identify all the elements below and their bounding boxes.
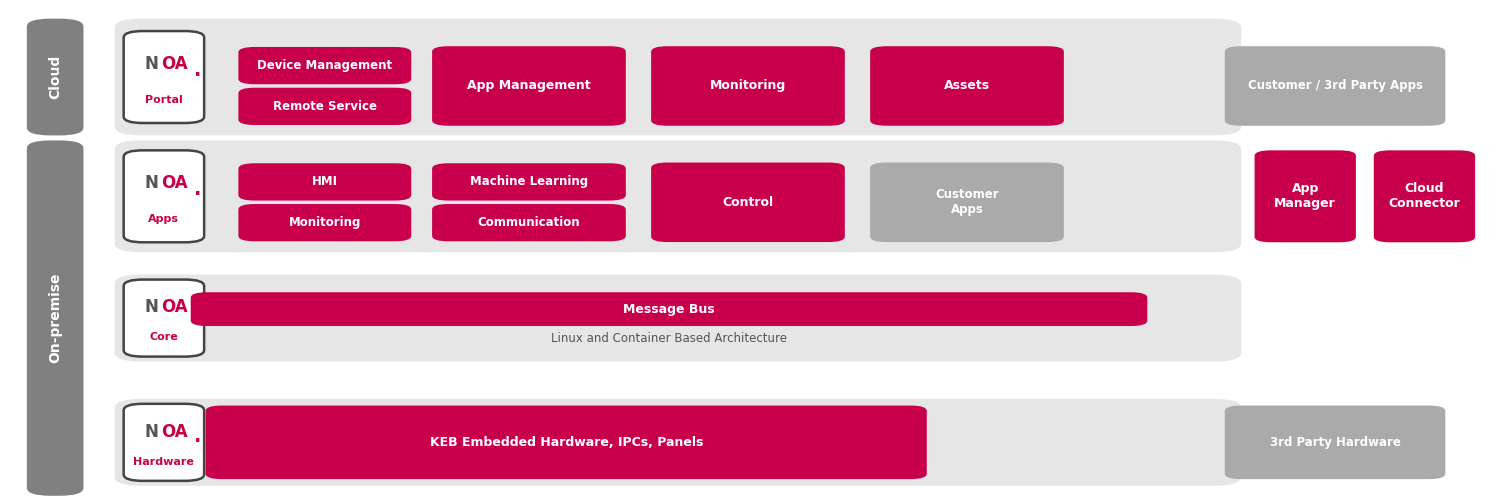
- Text: App Management: App Management: [468, 80, 590, 92]
- Text: Control: Control: [723, 196, 773, 209]
- FancyBboxPatch shape: [115, 399, 1241, 486]
- Text: Device Management: Device Management: [258, 59, 392, 72]
- Text: Portal: Portal: [145, 95, 183, 105]
- Text: Core: Core: [149, 332, 179, 342]
- FancyBboxPatch shape: [870, 163, 1064, 242]
- FancyBboxPatch shape: [238, 163, 411, 200]
- Text: KEB Embedded Hardware, IPCs, Panels: KEB Embedded Hardware, IPCs, Panels: [429, 436, 703, 449]
- Text: Cloud: Cloud: [48, 55, 63, 99]
- Text: .: .: [194, 427, 201, 446]
- FancyBboxPatch shape: [115, 18, 1241, 135]
- FancyBboxPatch shape: [115, 140, 1241, 252]
- Text: Monitoring: Monitoring: [709, 80, 787, 92]
- FancyBboxPatch shape: [238, 47, 411, 84]
- Text: Assets: Assets: [945, 80, 989, 92]
- Text: OA: OA: [161, 298, 188, 316]
- FancyBboxPatch shape: [124, 404, 204, 481]
- FancyBboxPatch shape: [432, 46, 626, 126]
- FancyBboxPatch shape: [124, 150, 204, 243]
- FancyBboxPatch shape: [124, 31, 204, 123]
- Text: Apps: Apps: [149, 214, 179, 224]
- FancyBboxPatch shape: [238, 87, 411, 125]
- Text: Machine Learning: Machine Learning: [469, 175, 589, 188]
- FancyBboxPatch shape: [870, 46, 1064, 126]
- Text: N: N: [145, 298, 158, 316]
- FancyBboxPatch shape: [238, 204, 411, 241]
- FancyBboxPatch shape: [1255, 150, 1356, 243]
- FancyBboxPatch shape: [432, 163, 626, 200]
- Text: .: .: [194, 303, 201, 322]
- FancyBboxPatch shape: [651, 46, 845, 126]
- Text: N: N: [145, 174, 158, 192]
- FancyBboxPatch shape: [27, 140, 83, 496]
- Text: Linux and Container Based Architecture: Linux and Container Based Architecture: [551, 332, 787, 345]
- Text: Communication: Communication: [478, 216, 580, 229]
- Text: Customer / 3rd Party Apps: Customer / 3rd Party Apps: [1247, 80, 1423, 92]
- Text: .: .: [194, 61, 201, 80]
- Text: N: N: [145, 55, 158, 73]
- Text: OA: OA: [161, 174, 188, 192]
- Text: Hardware: Hardware: [134, 457, 194, 467]
- Text: Remote Service: Remote Service: [273, 100, 377, 113]
- Text: OA: OA: [161, 55, 188, 73]
- FancyBboxPatch shape: [115, 274, 1241, 362]
- FancyBboxPatch shape: [191, 292, 1147, 326]
- Text: Message Bus: Message Bus: [623, 303, 715, 316]
- Text: On-premise: On-premise: [48, 273, 63, 363]
- Text: N: N: [145, 422, 158, 440]
- Text: .: .: [194, 180, 201, 199]
- FancyBboxPatch shape: [1225, 406, 1445, 479]
- Text: App
Manager: App Manager: [1274, 182, 1337, 210]
- Text: Customer
Apps: Customer Apps: [936, 188, 998, 216]
- FancyBboxPatch shape: [206, 406, 927, 479]
- FancyBboxPatch shape: [1225, 46, 1445, 126]
- FancyBboxPatch shape: [432, 204, 626, 241]
- Text: OA: OA: [161, 422, 188, 440]
- FancyBboxPatch shape: [124, 279, 204, 357]
- Text: 3rd Party Hardware: 3rd Party Hardware: [1269, 436, 1401, 449]
- FancyBboxPatch shape: [1374, 150, 1475, 243]
- Text: Monitoring: Monitoring: [289, 216, 361, 229]
- Text: Cloud
Connector: Cloud Connector: [1389, 182, 1460, 210]
- FancyBboxPatch shape: [27, 18, 83, 135]
- FancyBboxPatch shape: [651, 163, 845, 242]
- Text: HMI: HMI: [311, 175, 338, 188]
